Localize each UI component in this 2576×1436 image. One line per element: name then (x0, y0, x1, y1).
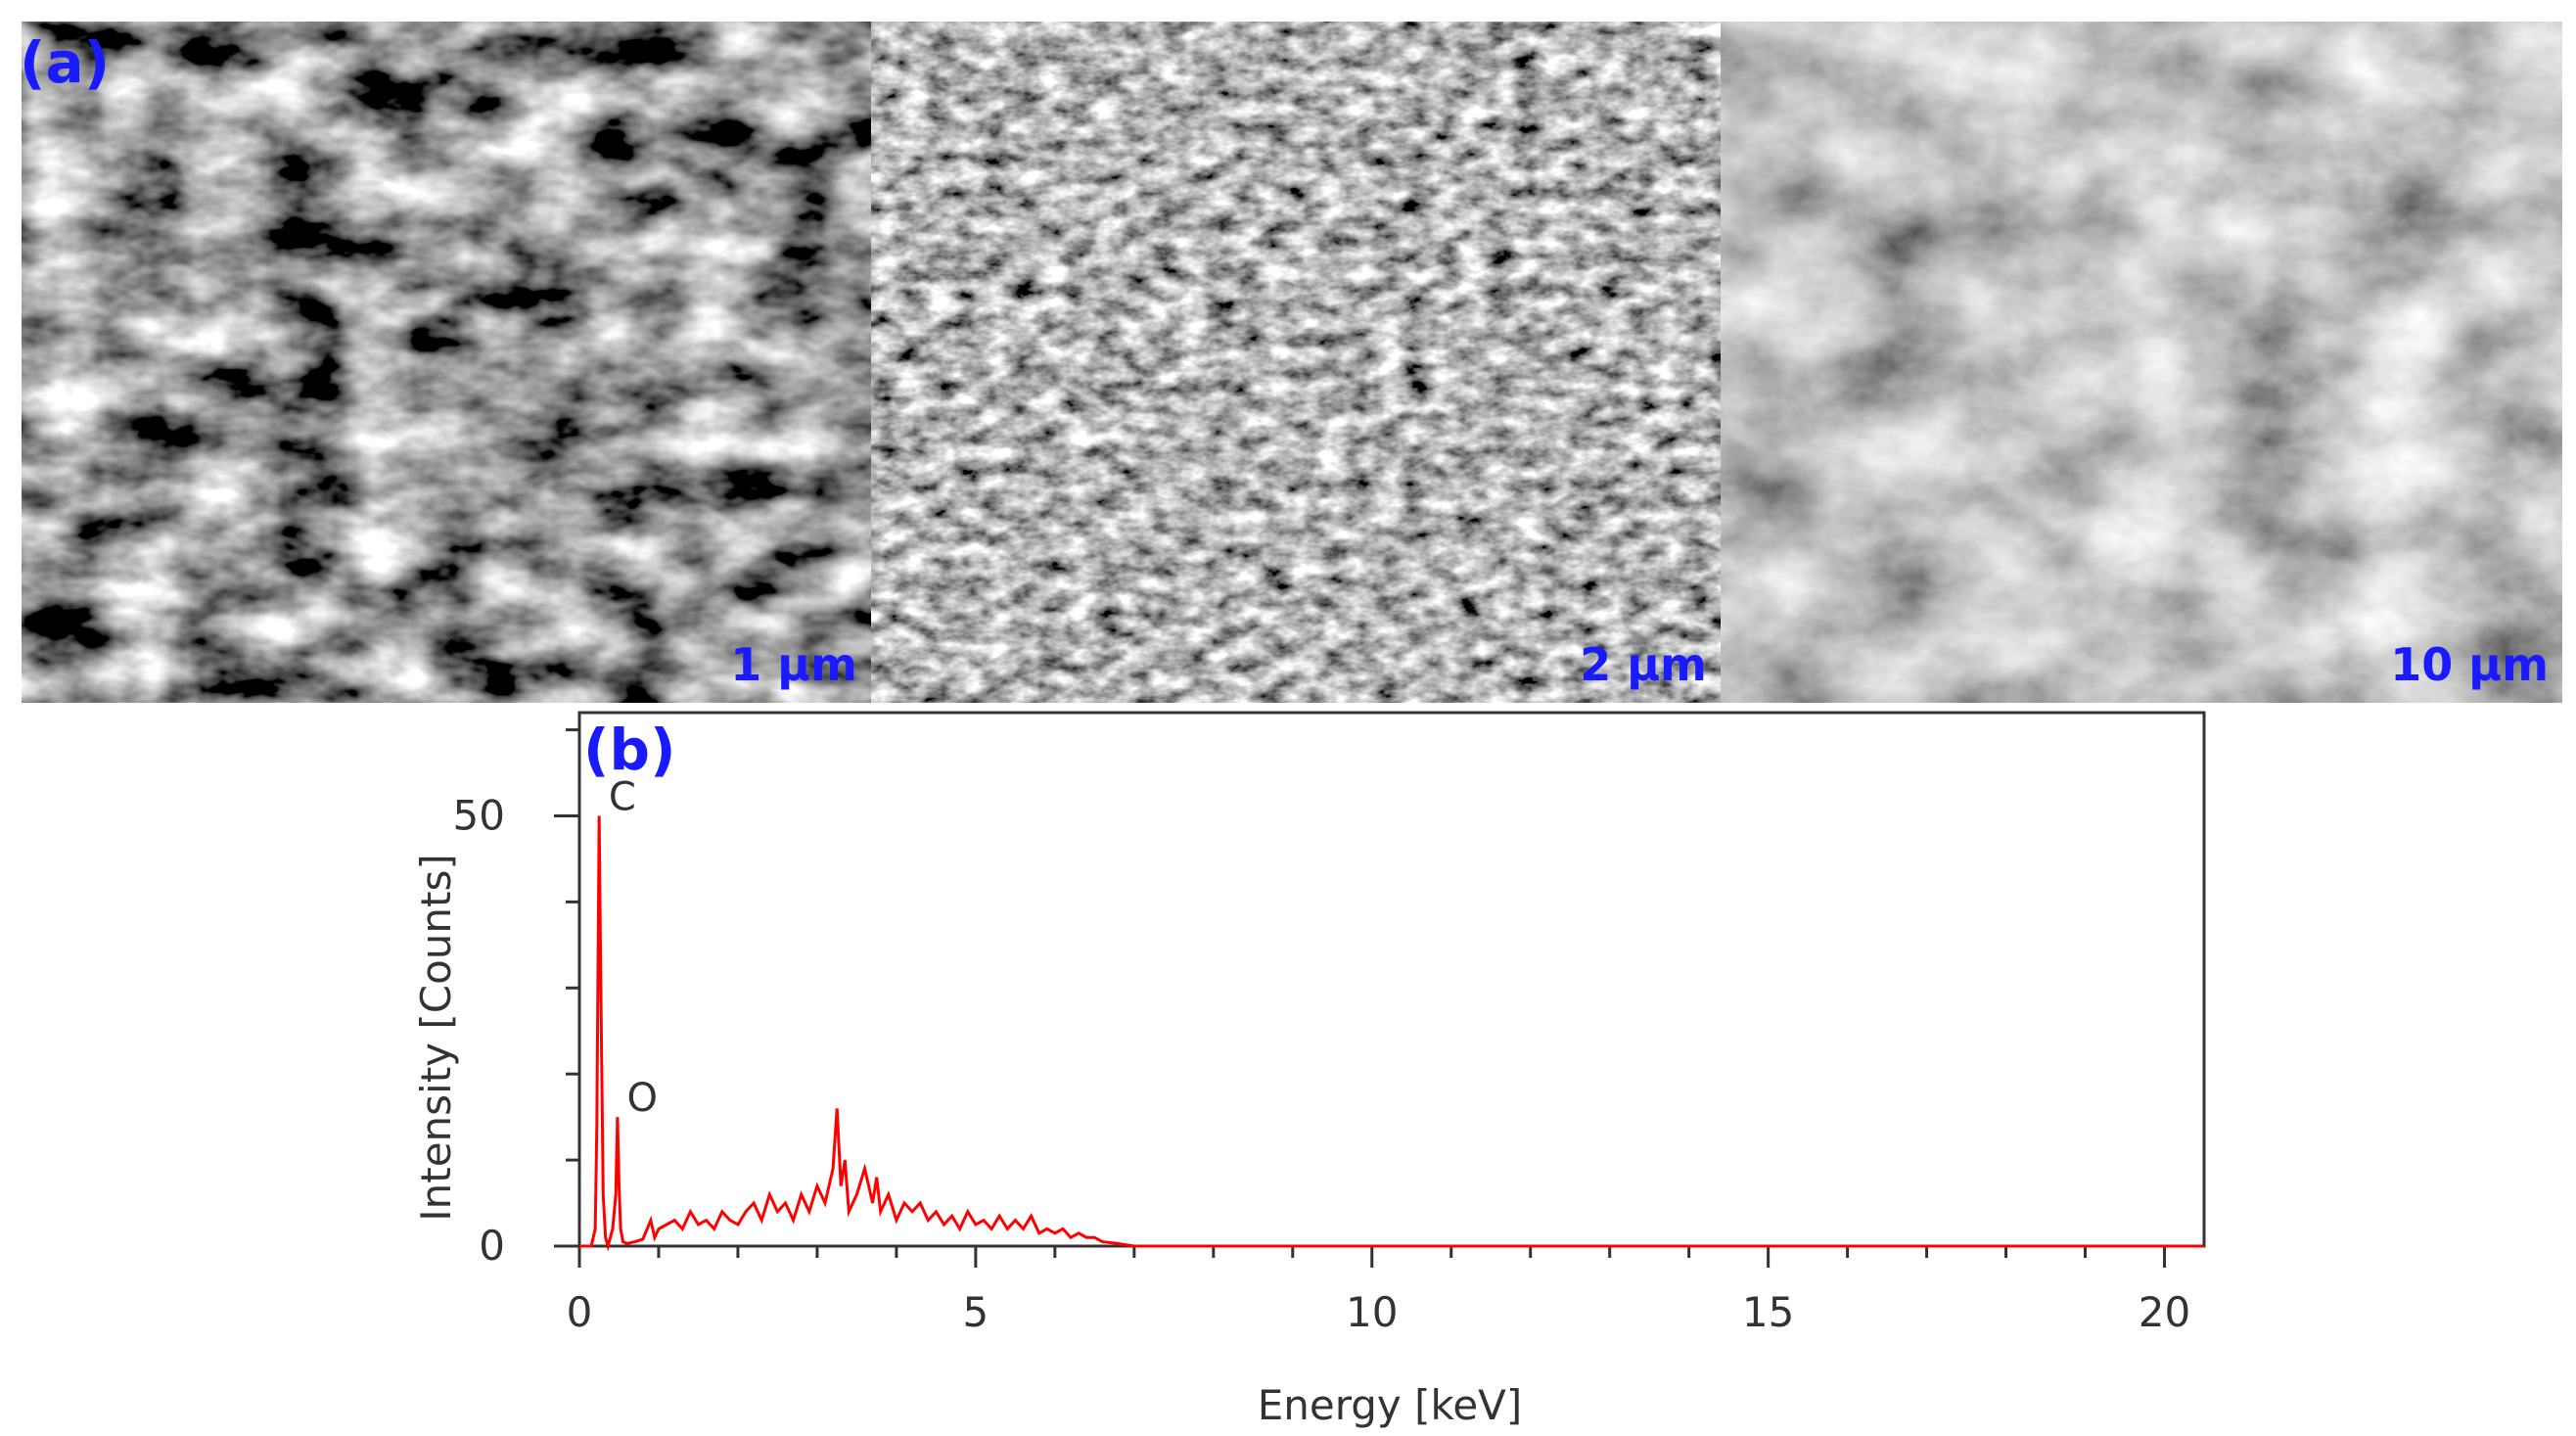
y-axis: 0 50 (453, 728, 579, 1270)
y-axis-label: Intensity [Counts] (412, 854, 460, 1222)
peak-label: O (626, 1076, 657, 1121)
peak-label: C (609, 774, 636, 819)
x-tick-label: 5 (963, 1288, 989, 1336)
y-tick-label: 0 (479, 1222, 505, 1270)
sem-micrograph-1 (22, 22, 871, 703)
peak-labels: CO (609, 774, 658, 1121)
sem-micrograph-2 (871, 22, 1721, 703)
x-tick-label: 10 (1346, 1288, 1398, 1336)
scale-bar-label: 10 µm (2390, 638, 2549, 691)
x-tick-label: 15 (1742, 1288, 1794, 1336)
sem-image-10um: 10 µm (1721, 22, 2562, 703)
x-axis-label: Energy [keV] (1258, 1381, 1523, 1429)
plot-frame (577, 711, 2206, 1248)
x-tick-label: 20 (2139, 1288, 2190, 1336)
scale-bar-label: 1 µm (730, 638, 857, 691)
panel-b-label: (b) (583, 717, 676, 783)
x-axis: 0 5 10 15 20 (567, 1246, 2190, 1336)
sem-image-2um: 2 µm (871, 22, 1721, 703)
scale-bar-label: 2 µm (1580, 638, 1707, 691)
sem-micrograph-3 (1721, 22, 2562, 703)
sem-image-1um: 1 µm (22, 22, 871, 703)
y-tick-label: 50 (453, 791, 505, 839)
panel-a-label: (a) (20, 29, 111, 96)
x-tick-label: 0 (567, 1288, 593, 1336)
spectrum-line (579, 815, 2204, 1252)
